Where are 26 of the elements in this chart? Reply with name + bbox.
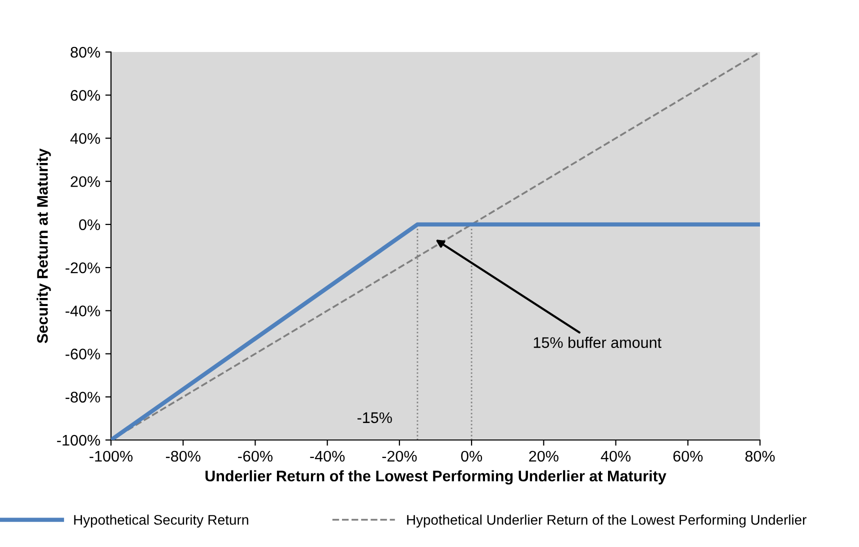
x-tick-label: -20% — [382, 450, 417, 462]
y-tick-label: -40% — [66, 306, 100, 316]
x-tick-label: -60% — [238, 450, 273, 462]
y-tick-label: 0% — [79, 219, 100, 230]
x-tick-label: 60% — [673, 450, 703, 462]
y-tick-label: -60% — [66, 348, 100, 360]
x-tick-label: 40% — [600, 450, 631, 462]
y-axis-title: Security Return at Maturity — [36, 148, 51, 344]
y-tick-label: 60% — [70, 90, 100, 101]
x-tick-label: 0% — [461, 450, 482, 462]
y-tick-label: 80% — [70, 46, 100, 58]
x-tick-label: -80% — [166, 450, 200, 462]
y-tick-label: -20% — [66, 262, 100, 274]
y-tick-label: -80% — [66, 392, 100, 403]
y-tick-label: 40% — [70, 133, 100, 144]
legend-label: Hypothetical Security Return — [74, 514, 248, 528]
ref-line-label: -15% — [357, 412, 392, 424]
annotation: 15% buffer amount — [534, 336, 662, 348]
x-tick-label: -40% — [310, 450, 345, 462]
y-tick-label: 20% — [70, 176, 100, 188]
x-tick-label: 80% — [745, 450, 775, 462]
x-axis-title: Underlier Return of the Lowest Performing Underlier at Maturity — [206, 470, 666, 485]
y-tick-label: -100% — [57, 434, 100, 446]
x-tick-label: 20% — [529, 450, 558, 462]
x-tick-label: -100% — [90, 450, 133, 462]
legend-label: Hypothetical Underlier Return of the Lowest Performing Underlier — [407, 514, 806, 528]
